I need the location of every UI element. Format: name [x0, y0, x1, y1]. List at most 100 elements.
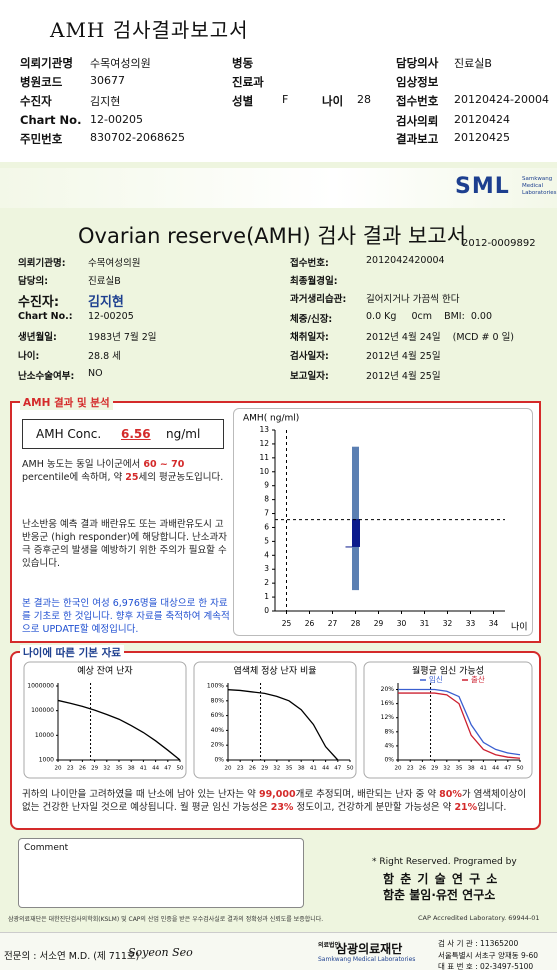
field-value: 28.8 세 [88, 351, 121, 362]
section-title: AMH 결과 및 분석 [20, 395, 113, 410]
field-label: 담당의사 [396, 56, 439, 70]
chart-title: 예상 잔여 난자 [77, 665, 133, 677]
field-value: 0.0 Kg 0cm BMI: 0.00 [366, 311, 492, 322]
range-bar [352, 446, 359, 591]
field-value: 2012년 4월 25일 [366, 351, 441, 362]
y-tick-label: 20% [381, 686, 395, 693]
conc-unit: ng/ml [166, 427, 201, 441]
x-tick-label: 50 [177, 766, 184, 772]
curve [398, 692, 521, 759]
footer-cap: CAP Accredited Laboratory. 69944-01 [418, 914, 540, 922]
y-axis-label: AMH( ng/ml) [243, 414, 299, 424]
x-tick-label: 38 [128, 766, 135, 772]
x-tick-label: 41 [310, 766, 317, 772]
y-tick-label: 8% [384, 728, 394, 735]
y-tick-label: 5 [264, 536, 269, 545]
field-value: 2012042420004 [366, 255, 445, 266]
x-tick-label: 35 [286, 766, 293, 772]
field-label: 병원코드 [20, 75, 63, 89]
y-tick-label: 80% [211, 697, 225, 704]
x-tick-label: 41 [480, 766, 487, 772]
field-value: 수목여성의원 [88, 258, 141, 269]
footer-band [0, 932, 557, 970]
highlight: 21% [454, 802, 478, 813]
highlight: 25 [125, 472, 139, 483]
credits: * Right Reserved. Programed by [372, 857, 517, 867]
field-value: 2012년 4월 25일 [366, 371, 441, 382]
field-label: 수진자: [18, 295, 60, 310]
x-tick-label: 47 [504, 766, 511, 772]
report-title: Ovarian reserve(AMH) 검사 결과 보고서 [78, 224, 467, 248]
x-tick-label: 23 [407, 766, 414, 772]
field-label: 채취일자: [290, 332, 329, 343]
y-tick-label: 4 [264, 550, 269, 559]
x-tick-label: 27 [328, 619, 338, 628]
field-value: 20120425 [454, 131, 510, 144]
x-tick-label: 26 [249, 766, 256, 772]
x-tick-label: 33 [466, 619, 476, 628]
x-tick-label: 28 [351, 619, 361, 628]
x-tick-label: 20 [225, 766, 232, 772]
y-tick-label: 6 [264, 522, 269, 531]
logo-band [0, 168, 557, 208]
text-run: 귀하의 나이만을 고려하였을 때 난소에 남아 있는 난자는 약 [22, 789, 259, 800]
summary: AMH 농도는 동일 나이군에서 60 ~ 70 percentile에 속하며… [22, 458, 227, 484]
field-label: 체중/신장: [290, 314, 333, 325]
field-label: 검사일자: [290, 351, 329, 362]
x-tick-label: 30 [397, 619, 407, 628]
y-tick-label: 12 [259, 439, 269, 448]
field-value: 수목여성의원 [90, 57, 151, 70]
field-label: 진료과 [232, 75, 264, 89]
footer-notice: 삼광의료재단은 대한진단검사의학회(KSLM) 및 CAP의 산업 인증을 받은… [8, 916, 324, 923]
x-tick-label: 44 [152, 766, 159, 772]
comment-frame [18, 838, 304, 908]
field-label: 보고일자: [290, 371, 329, 382]
iqr-box [352, 519, 360, 547]
age-chart: 월평균 임신 가능성 0% 4% 8% 12% 16% 20% 20 23 26 29 32 35 38 4… [363, 661, 533, 779]
x-tick-label: 23 [237, 766, 244, 772]
age-chart: 염색체 정상 난자 비율 0% 20% 40% 60% 80% 100% 20 23 26 29 32… [193, 661, 357, 779]
field-label: 의뢰기관명: [18, 258, 66, 269]
field-value: 12-00205 [90, 113, 143, 126]
field-label: 난소수술여부: [18, 371, 75, 382]
y-tick-label: 9 [264, 481, 269, 490]
field-value: NO [88, 368, 103, 379]
x-tick-label: 32 [103, 766, 110, 772]
field-value: 30677 [90, 74, 125, 87]
doctor: 전문의 : 서소연 M.D. (제 711호) [4, 951, 140, 962]
x-tick-label: 32 [443, 619, 453, 628]
interpretation: 난소반응 예측 결과 배란유도 또는 과배란유도시 고반응군 (high res… [22, 519, 227, 569]
y-tick-label: 1000 [39, 757, 54, 764]
note: 본 결과는 한국인 여성 6,976명을 대상으로 한 자료를 기초로 한 것입… [22, 598, 230, 635]
x-tick-label: 26 [305, 619, 315, 628]
org-type: 의료법인 [318, 942, 341, 949]
x-tick-label: 44 [492, 766, 499, 772]
field-label: 최종월경일: [290, 276, 338, 287]
y-tick-label: 10 [259, 467, 269, 476]
text-run: AMH 농도는 동일 나이군에서 [22, 459, 144, 470]
y-tick-label: 60% [211, 712, 225, 719]
y-tick-label: 1 [264, 592, 269, 601]
field-value: 김지현 [90, 95, 121, 108]
y-tick-label: 7 [264, 509, 269, 518]
x-tick-label: 38 [298, 766, 305, 772]
x-tick-label: 29 [431, 766, 438, 772]
y-tick-label: 0% [214, 757, 224, 764]
field-label: 생년월일: [18, 332, 57, 343]
x-tick-label: 44 [322, 766, 329, 772]
text-run: percentile에 속하며, 약 [22, 472, 126, 483]
chart-title: 염색체 정상 난자 비율 [233, 666, 316, 677]
x-tick-label: 29 [91, 766, 98, 772]
field-value: 김지현 [88, 295, 124, 310]
field-value: 1983년 7월 2일 [88, 332, 157, 343]
field-label: 접수번호 [396, 94, 439, 108]
field-value: 20120424 [454, 113, 510, 126]
x-tick-label: 26 [419, 766, 426, 772]
chart-frame [233, 408, 533, 636]
field-label: 성별 [232, 94, 254, 108]
y-tick-label: 11 [259, 453, 269, 462]
field-label: 검사의뢰 [396, 114, 439, 128]
field-label: 나이 [322, 94, 344, 108]
